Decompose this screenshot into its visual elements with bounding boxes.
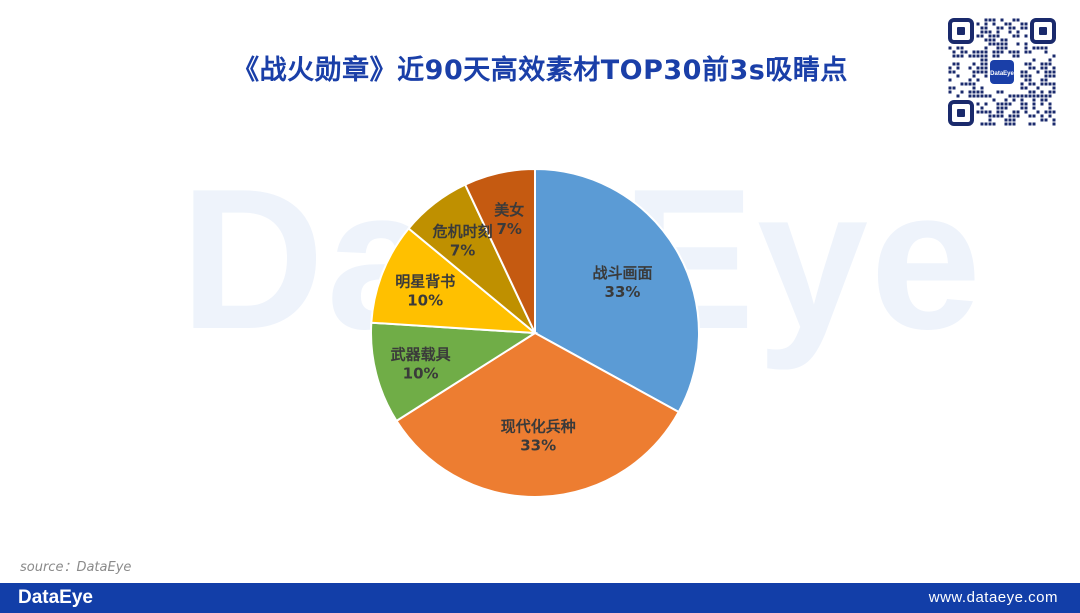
footer-logo: DataEye [18, 587, 93, 608]
slice-value-0: 33% [605, 283, 641, 301]
footer-bar: DataEye www.dataeye.com [0, 583, 1080, 613]
slice-label-1: 现代化兵种 [501, 418, 576, 436]
slice-value-1: 33% [520, 437, 556, 455]
slice-label-5: 美女 [494, 201, 524, 219]
pie-slice-0 [534, 167, 700, 414]
pie-slice-5 [463, 167, 536, 334]
slice-label-0: 战斗画面 [592, 264, 652, 282]
pie-slice-2 [369, 321, 539, 423]
footer-url[interactable]: www.dataeye.com [928, 589, 1058, 606]
slice-value-5: 7% [496, 220, 521, 238]
slice-label-3: 明星背书 [395, 273, 455, 291]
slice-label-4: 危机时刻 [433, 223, 493, 241]
slice-value-4: 7% [450, 242, 475, 260]
pie-slice-3 [370, 227, 539, 335]
pie-slice-1 [395, 331, 681, 498]
slice-value-2: 10% [403, 364, 439, 382]
qr-code: DataEye [948, 18, 1056, 126]
qr-code-graphic: DataEye [948, 18, 1056, 126]
slice-value-3: 10% [407, 292, 443, 310]
chart-title: 《战火勋章》近90天高效素材TOP30前3s吸睛点 [232, 55, 848, 86]
qr-badge-text: DataEye [990, 71, 1014, 77]
source-note: source：DataEye [20, 560, 132, 575]
slice-label-2: 武器载具 [391, 345, 451, 363]
